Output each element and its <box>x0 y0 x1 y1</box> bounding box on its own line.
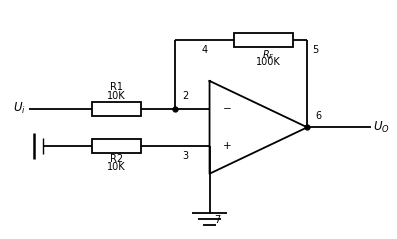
Text: $R_F$: $R_F$ <box>262 49 274 62</box>
Text: −: − <box>223 104 231 114</box>
Text: 4: 4 <box>201 45 208 55</box>
Text: +: + <box>223 141 231 151</box>
Text: $U_O$: $U_O$ <box>373 120 389 135</box>
Text: R2: R2 <box>110 154 123 164</box>
Bar <box>93 139 141 153</box>
Text: $U_i$: $U_i$ <box>13 101 26 116</box>
Bar <box>234 33 293 47</box>
Text: 7: 7 <box>214 215 221 225</box>
Text: R1: R1 <box>110 82 123 92</box>
Text: 5: 5 <box>312 45 318 55</box>
Text: 100K: 100K <box>256 57 281 67</box>
Text: 2: 2 <box>182 91 189 101</box>
Text: 10K: 10K <box>108 163 126 173</box>
Text: 6: 6 <box>315 111 321 121</box>
Bar <box>93 102 141 116</box>
Text: 3: 3 <box>182 151 188 161</box>
Text: 10K: 10K <box>108 91 126 101</box>
